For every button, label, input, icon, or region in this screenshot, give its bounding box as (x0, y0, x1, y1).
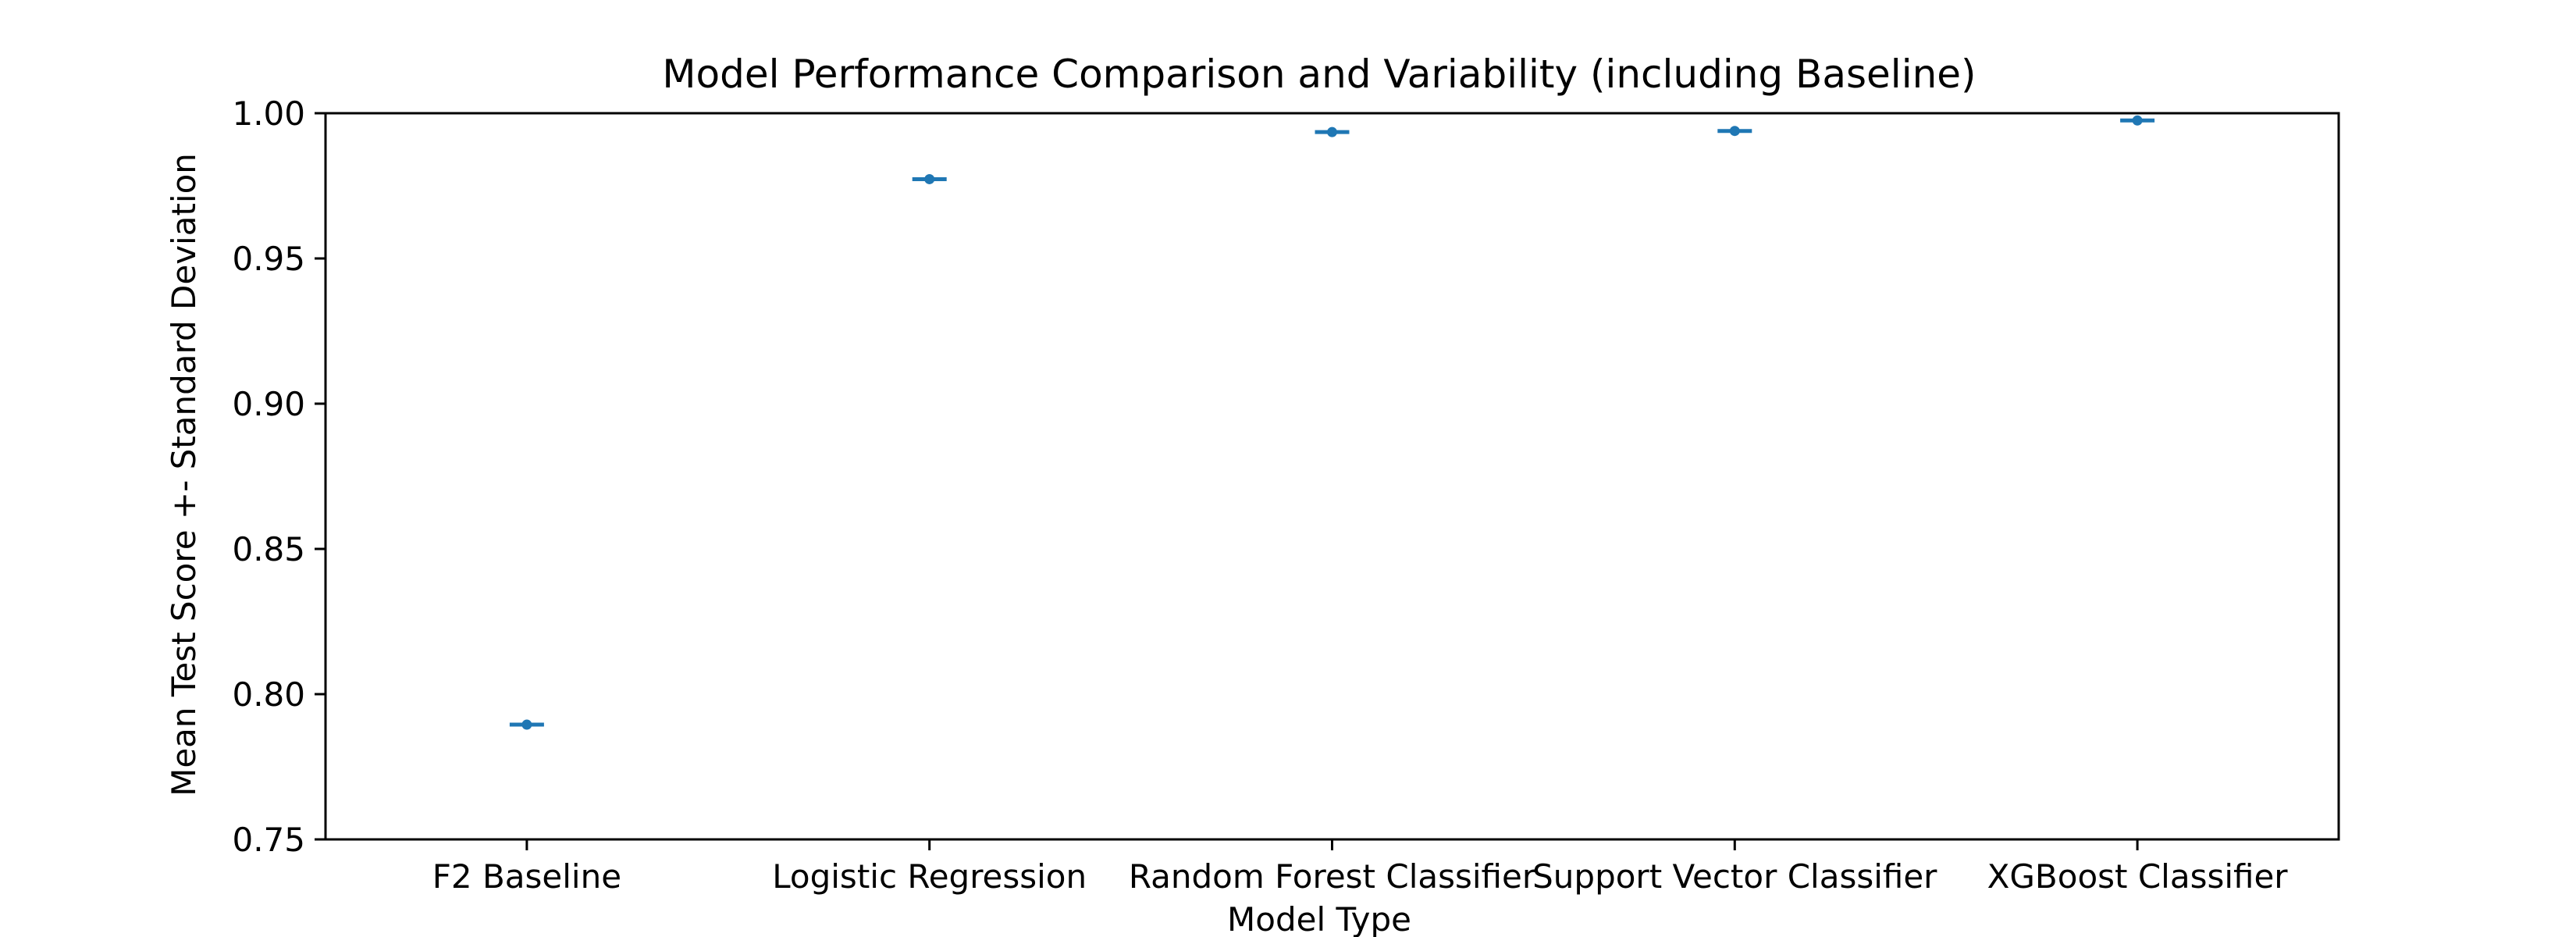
y-tick-label: 0.75 (232, 821, 305, 859)
x-tick-label: F2 Baseline (432, 857, 621, 896)
tick-marks: 0.75 0.80 0.85 0.90 0.95 1.00 F2 Baseline Logis… (232, 94, 2288, 896)
data-point (1327, 126, 1337, 137)
x-axis-label: Model Type (1227, 900, 1411, 937)
x-tick-label: Logistic Regression (772, 857, 1087, 896)
y-axis-label: Mean Test Score +- Standard Deviation (165, 153, 203, 796)
y-tick-label: 0.80 (232, 675, 305, 714)
y-tick-label: 1.00 (232, 94, 305, 133)
chart-title: Model Performance Comparison and Variabi… (662, 52, 1976, 97)
x-tick-label: Support Vector Classifier (1532, 857, 1937, 896)
x-tick-label: Random Forest Classifier (1129, 857, 1536, 896)
x-tick-label: XGBoost Classifier (1987, 857, 2289, 896)
y-tick-label: 0.95 (232, 240, 305, 278)
data-point (924, 173, 935, 184)
y-tick-label: 0.85 (232, 530, 305, 568)
data-marks (509, 115, 2155, 730)
data-point (1729, 126, 1740, 137)
y-tick-label: 0.90 (232, 385, 305, 423)
data-point (521, 719, 532, 730)
data-point (2132, 115, 2143, 126)
